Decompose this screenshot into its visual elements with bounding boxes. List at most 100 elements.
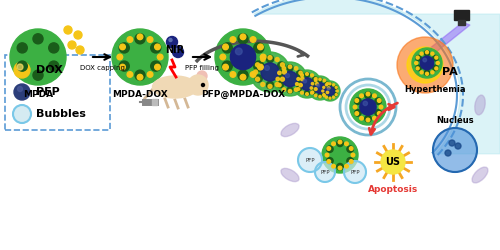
Ellipse shape <box>472 167 488 183</box>
Text: PFP filling: PFP filling <box>185 65 219 71</box>
Circle shape <box>282 88 286 91</box>
Circle shape <box>230 44 256 70</box>
Circle shape <box>288 65 292 68</box>
Circle shape <box>48 43 59 53</box>
Circle shape <box>188 75 208 95</box>
Circle shape <box>420 71 423 74</box>
Circle shape <box>266 56 274 62</box>
Circle shape <box>354 98 361 104</box>
Circle shape <box>347 146 354 152</box>
Circle shape <box>230 72 235 77</box>
Circle shape <box>197 71 207 81</box>
Circle shape <box>432 65 438 70</box>
Circle shape <box>303 80 306 83</box>
Circle shape <box>435 67 438 70</box>
Circle shape <box>230 37 235 42</box>
Circle shape <box>261 58 265 62</box>
Circle shape <box>314 79 317 82</box>
Circle shape <box>326 91 328 94</box>
Circle shape <box>273 62 307 96</box>
Circle shape <box>433 128 477 172</box>
Circle shape <box>319 78 321 80</box>
Circle shape <box>261 63 279 81</box>
Circle shape <box>326 146 333 152</box>
Circle shape <box>278 82 283 87</box>
Circle shape <box>299 71 302 74</box>
Circle shape <box>240 74 246 80</box>
Circle shape <box>416 67 419 70</box>
Circle shape <box>254 70 258 74</box>
Circle shape <box>326 96 328 98</box>
Circle shape <box>286 74 290 78</box>
Circle shape <box>322 92 326 96</box>
Circle shape <box>426 51 428 54</box>
Circle shape <box>337 140 343 146</box>
Text: DOX: DOX <box>36 65 63 75</box>
Circle shape <box>378 112 381 115</box>
Circle shape <box>300 78 314 90</box>
Circle shape <box>150 43 161 53</box>
Circle shape <box>315 162 335 182</box>
Circle shape <box>310 91 314 94</box>
Circle shape <box>148 72 153 77</box>
Circle shape <box>326 84 328 86</box>
Circle shape <box>306 93 308 96</box>
Circle shape <box>372 116 376 120</box>
Circle shape <box>127 37 132 42</box>
Circle shape <box>266 82 274 88</box>
Circle shape <box>260 54 266 60</box>
Circle shape <box>347 158 354 164</box>
Text: DOX capping: DOX capping <box>80 65 124 71</box>
Circle shape <box>431 52 434 55</box>
Circle shape <box>119 43 130 53</box>
Circle shape <box>378 99 381 102</box>
Circle shape <box>300 74 304 77</box>
Circle shape <box>426 72 428 75</box>
Circle shape <box>275 58 279 62</box>
Circle shape <box>222 64 228 70</box>
Circle shape <box>127 72 132 77</box>
Circle shape <box>329 83 331 85</box>
Circle shape <box>74 31 82 39</box>
Circle shape <box>17 61 28 71</box>
Circle shape <box>202 84 204 86</box>
Circle shape <box>240 34 246 40</box>
Circle shape <box>324 90 329 94</box>
Circle shape <box>375 110 382 116</box>
Circle shape <box>338 166 342 170</box>
Circle shape <box>264 66 270 70</box>
Circle shape <box>297 88 300 90</box>
Circle shape <box>312 86 318 91</box>
Circle shape <box>416 56 419 59</box>
Circle shape <box>256 63 260 67</box>
Circle shape <box>337 164 343 170</box>
Circle shape <box>326 82 328 85</box>
Circle shape <box>14 84 30 100</box>
Circle shape <box>255 75 262 82</box>
Circle shape <box>312 77 318 82</box>
Circle shape <box>296 82 302 87</box>
Circle shape <box>312 82 314 85</box>
Circle shape <box>135 70 145 80</box>
Circle shape <box>338 140 342 144</box>
Circle shape <box>148 37 153 42</box>
Circle shape <box>366 92 370 96</box>
Circle shape <box>215 29 271 85</box>
Circle shape <box>310 87 312 89</box>
Circle shape <box>328 83 332 86</box>
Circle shape <box>33 34 43 44</box>
Circle shape <box>336 90 338 92</box>
Circle shape <box>323 79 326 82</box>
Circle shape <box>220 54 226 60</box>
Circle shape <box>169 38 172 42</box>
Circle shape <box>445 150 451 156</box>
Circle shape <box>293 70 321 98</box>
Circle shape <box>365 116 371 122</box>
Circle shape <box>250 52 290 92</box>
Circle shape <box>416 65 422 70</box>
Circle shape <box>431 71 434 74</box>
Circle shape <box>344 164 348 168</box>
Circle shape <box>350 147 353 150</box>
Circle shape <box>68 41 76 49</box>
Circle shape <box>112 29 168 85</box>
